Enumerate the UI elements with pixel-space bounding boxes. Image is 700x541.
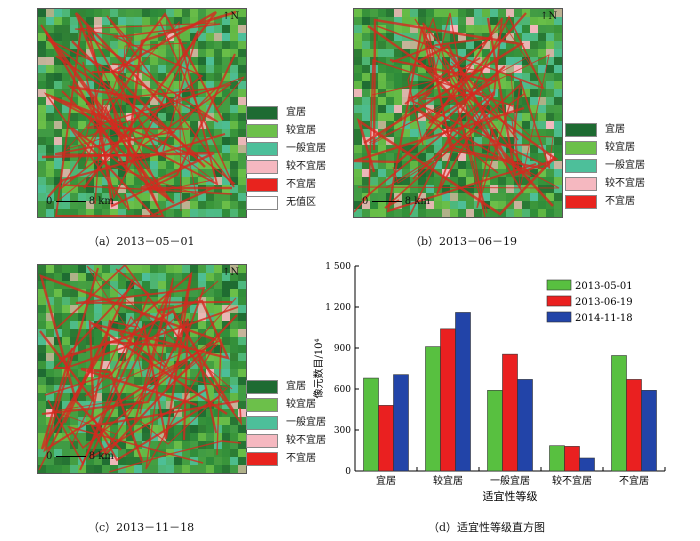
legend-swatch — [246, 434, 278, 448]
y-tick-label: 600 — [334, 385, 351, 395]
x-tick-label: 宜居 — [376, 474, 396, 487]
legend-swatch — [565, 177, 597, 191]
legend-label: 较宜居 — [605, 142, 635, 153]
legend-swatch — [246, 380, 278, 394]
x-tick-label: 较宜居 — [433, 474, 463, 487]
bar — [487, 390, 503, 472]
legend-label: 较不宜居 — [605, 178, 645, 189]
legend-swatch — [246, 178, 278, 192]
legend-label: 较宜居 — [286, 125, 316, 136]
legend-label: 一般宜居 — [605, 160, 645, 171]
bar — [455, 312, 471, 472]
map-c — [37, 264, 247, 474]
bar — [564, 446, 580, 472]
y-tick-label: 900 — [334, 344, 351, 354]
legend-label: 2013-05-01 — [575, 281, 633, 292]
legend-label: 一般宜居 — [286, 417, 326, 428]
legend-label: 较不宜居 — [286, 161, 326, 172]
legend-label: 宜居 — [286, 107, 306, 118]
x-tick-label: 不宜居 — [619, 474, 649, 487]
bar — [611, 355, 627, 472]
bar — [425, 346, 441, 472]
legend-swatch — [246, 416, 278, 430]
legend-swatch — [246, 142, 278, 156]
legend-label: 宜居 — [605, 124, 625, 135]
legend-swatch — [565, 159, 597, 173]
legend-swatch — [565, 195, 597, 209]
legend-swatch — [546, 295, 572, 307]
legend-label: 较宜居 — [286, 399, 316, 410]
north-arrow: ↑N — [222, 11, 240, 22]
bar — [440, 328, 456, 472]
legend-swatch — [246, 398, 278, 412]
y-tick-label: 0 — [345, 467, 351, 477]
bar-chart: 0 300 600 900 1 200 1 500 宜居 较宜居 一般宜居 较不宜居 不宜居适宜性等… — [312, 262, 666, 503]
legend-swatch — [246, 106, 278, 120]
legend-swatch — [246, 452, 278, 466]
bar — [626, 379, 642, 472]
y-tick-label: 300 — [334, 426, 351, 436]
legend-swatch — [546, 279, 572, 291]
legend-label: 宜居 — [286, 381, 306, 392]
caption-d: （d）适宜性等级直方图 — [428, 521, 546, 534]
legend-swatch — [246, 124, 278, 138]
bar — [502, 353, 518, 472]
legend-swatch — [246, 160, 278, 174]
legend-label: 2013-06-19 — [575, 297, 633, 308]
legend-label: 一般宜居 — [286, 143, 326, 154]
y-tick-label: 1 200 — [325, 303, 351, 313]
legend-label: 2014-11-18 — [575, 313, 633, 324]
legend-label: 不宜居 — [286, 453, 316, 464]
legend-label: 无值区 — [286, 197, 316, 208]
scale-bar: 0 8 km — [46, 196, 114, 207]
x-axis-label: 适宜性等级 — [483, 489, 538, 503]
bar — [517, 379, 533, 472]
legend-swatch — [546, 311, 572, 323]
bar — [549, 445, 565, 472]
y-tick-label: 1 500 — [325, 262, 351, 272]
legend-label: 不宜居 — [605, 196, 635, 207]
bar — [393, 374, 409, 472]
caption-c: （c）2013－11－18 — [88, 521, 195, 534]
bar — [378, 405, 394, 472]
map-a — [37, 8, 247, 218]
legend-label: 较不宜居 — [286, 435, 326, 446]
legend-swatch — [246, 196, 278, 210]
legend-swatch — [565, 141, 597, 155]
north-arrow: ↑N — [222, 267, 240, 278]
bar — [579, 457, 595, 472]
y-axis-label: 像元数目/10⁴ — [312, 338, 325, 398]
x-tick-label: 较不宜居 — [552, 474, 592, 487]
north-arrow: ↑N — [540, 11, 558, 22]
bar — [641, 390, 657, 472]
x-tick-label: 一般宜居 — [490, 474, 530, 487]
bar — [363, 377, 379, 472]
map-b — [353, 8, 563, 218]
caption-a: （a）2013－05－01 — [88, 235, 195, 248]
scale-bar: 0 8 km — [46, 451, 114, 462]
scale-bar: 0 8 km — [362, 196, 430, 207]
legend-label: 不宜居 — [286, 179, 316, 190]
legend-swatch — [565, 123, 597, 137]
caption-b: （b）2013－06－19 — [410, 235, 518, 248]
